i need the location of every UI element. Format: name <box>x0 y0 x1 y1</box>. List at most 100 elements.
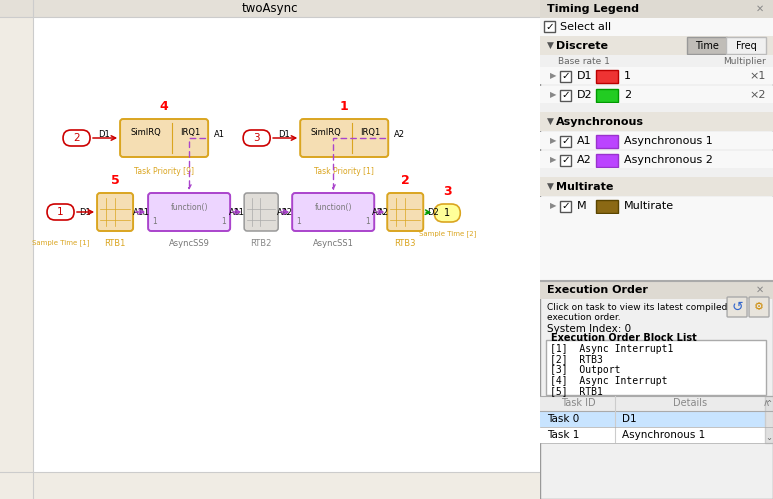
Text: A1: A1 <box>229 208 240 217</box>
FancyBboxPatch shape <box>47 204 74 220</box>
Text: 1: 1 <box>221 217 226 226</box>
FancyBboxPatch shape <box>560 71 571 82</box>
Text: A1: A1 <box>234 208 245 217</box>
Text: Time: Time <box>695 40 719 50</box>
Text: System Index: 0: System Index: 0 <box>547 324 632 334</box>
Text: AsyncSS1: AsyncSS1 <box>313 239 353 248</box>
Text: A2: A2 <box>577 155 592 165</box>
Text: 1: 1 <box>57 207 64 217</box>
FancyBboxPatch shape <box>0 472 540 499</box>
Text: SimIRQ: SimIRQ <box>131 128 162 137</box>
Text: D1: D1 <box>577 70 593 80</box>
Text: ✓: ✓ <box>561 136 570 146</box>
Text: ▶: ▶ <box>550 155 557 164</box>
Text: Asynchronous 1: Asynchronous 1 <box>622 430 706 440</box>
FancyBboxPatch shape <box>540 103 773 112</box>
FancyBboxPatch shape <box>596 70 618 83</box>
FancyBboxPatch shape <box>540 396 773 411</box>
Text: Discrete: Discrete <box>557 40 608 50</box>
Text: ✕: ✕ <box>756 285 764 295</box>
Text: A1: A1 <box>577 136 592 146</box>
Text: ✓: ✓ <box>561 155 570 165</box>
Text: RTB3: RTB3 <box>394 239 416 248</box>
Text: ∧: ∧ <box>762 399 770 409</box>
Text: ⚙: ⚙ <box>754 302 764 312</box>
Text: Asynchronous: Asynchronous <box>557 116 645 127</box>
FancyBboxPatch shape <box>0 0 540 17</box>
Text: 4: 4 <box>160 100 169 113</box>
Text: twoAsync: twoAsync <box>242 2 298 15</box>
FancyBboxPatch shape <box>544 21 555 32</box>
Text: [5]  RTB1: [5] RTB1 <box>550 386 603 396</box>
Text: ▶: ▶ <box>550 201 557 210</box>
Text: [2]  RTB3: [2] RTB3 <box>550 354 603 364</box>
FancyBboxPatch shape <box>540 67 773 84</box>
FancyBboxPatch shape <box>244 193 278 231</box>
FancyBboxPatch shape <box>540 281 773 299</box>
Text: 1: 1 <box>296 217 301 226</box>
FancyBboxPatch shape <box>540 36 773 55</box>
Text: ▶: ▶ <box>550 90 557 99</box>
Text: SimIRQ: SimIRQ <box>311 128 342 137</box>
Text: 5: 5 <box>111 174 120 187</box>
Text: 3: 3 <box>254 133 260 143</box>
Text: [1]  Async Interrupt1: [1] Async Interrupt1 <box>550 344 674 354</box>
Text: ▼: ▼ <box>547 182 554 191</box>
Text: AsyncSS9: AsyncSS9 <box>169 239 209 248</box>
Text: Multiplier: Multiplier <box>724 56 766 65</box>
Text: D1: D1 <box>278 130 290 139</box>
Text: Asynchronous 2: Asynchronous 2 <box>625 155 713 165</box>
Text: Task 1: Task 1 <box>547 430 580 440</box>
Text: Execution Order Block List: Execution Order Block List <box>551 333 697 343</box>
Text: ⌃: ⌃ <box>765 400 772 409</box>
FancyBboxPatch shape <box>387 193 424 231</box>
Text: A2: A2 <box>378 208 390 217</box>
Text: 1: 1 <box>340 100 349 113</box>
Text: 2: 2 <box>401 174 410 187</box>
Text: ▶: ▶ <box>550 71 557 80</box>
FancyBboxPatch shape <box>540 427 765 443</box>
Text: 2: 2 <box>73 133 80 143</box>
FancyBboxPatch shape <box>540 55 773 67</box>
Text: Multirate: Multirate <box>557 182 614 192</box>
Text: function(): function() <box>315 203 352 212</box>
FancyBboxPatch shape <box>540 18 773 36</box>
Text: [4]  Async Interrupt: [4] Async Interrupt <box>550 376 668 386</box>
Text: Task ID: Task ID <box>561 399 595 409</box>
FancyBboxPatch shape <box>560 136 571 147</box>
FancyBboxPatch shape <box>540 132 773 149</box>
Text: A2: A2 <box>373 208 383 217</box>
Text: 1: 1 <box>444 208 451 218</box>
Text: IRQ1: IRQ1 <box>360 128 380 137</box>
Text: ×2: ×2 <box>750 89 766 99</box>
Text: Execution Order: Execution Order <box>547 285 649 295</box>
FancyBboxPatch shape <box>560 155 571 166</box>
Text: execution order.: execution order. <box>547 312 621 321</box>
FancyBboxPatch shape <box>97 193 133 231</box>
Text: 1: 1 <box>152 217 157 226</box>
Text: 2: 2 <box>625 89 632 99</box>
FancyBboxPatch shape <box>540 112 773 131</box>
Text: Multirate: Multirate <box>625 201 674 211</box>
FancyBboxPatch shape <box>540 168 773 177</box>
Text: D2: D2 <box>577 89 593 99</box>
FancyBboxPatch shape <box>540 197 773 214</box>
Text: A2: A2 <box>394 130 405 139</box>
FancyBboxPatch shape <box>292 193 374 231</box>
Text: Select all: Select all <box>560 22 611 32</box>
Text: ✓: ✓ <box>561 71 570 81</box>
FancyBboxPatch shape <box>148 193 230 231</box>
Text: ✓: ✓ <box>561 201 570 211</box>
Text: RTB1: RTB1 <box>104 239 126 248</box>
FancyBboxPatch shape <box>540 151 773 168</box>
FancyBboxPatch shape <box>727 297 747 317</box>
Text: M: M <box>577 201 587 211</box>
Text: Sample Time [2]: Sample Time [2] <box>419 230 476 237</box>
Text: A1: A1 <box>133 208 144 217</box>
FancyBboxPatch shape <box>120 119 208 157</box>
Text: IRQ1: IRQ1 <box>180 128 200 137</box>
Text: 1: 1 <box>366 217 370 226</box>
FancyBboxPatch shape <box>300 119 388 157</box>
Text: A1: A1 <box>214 130 225 139</box>
Text: D2: D2 <box>427 208 439 217</box>
